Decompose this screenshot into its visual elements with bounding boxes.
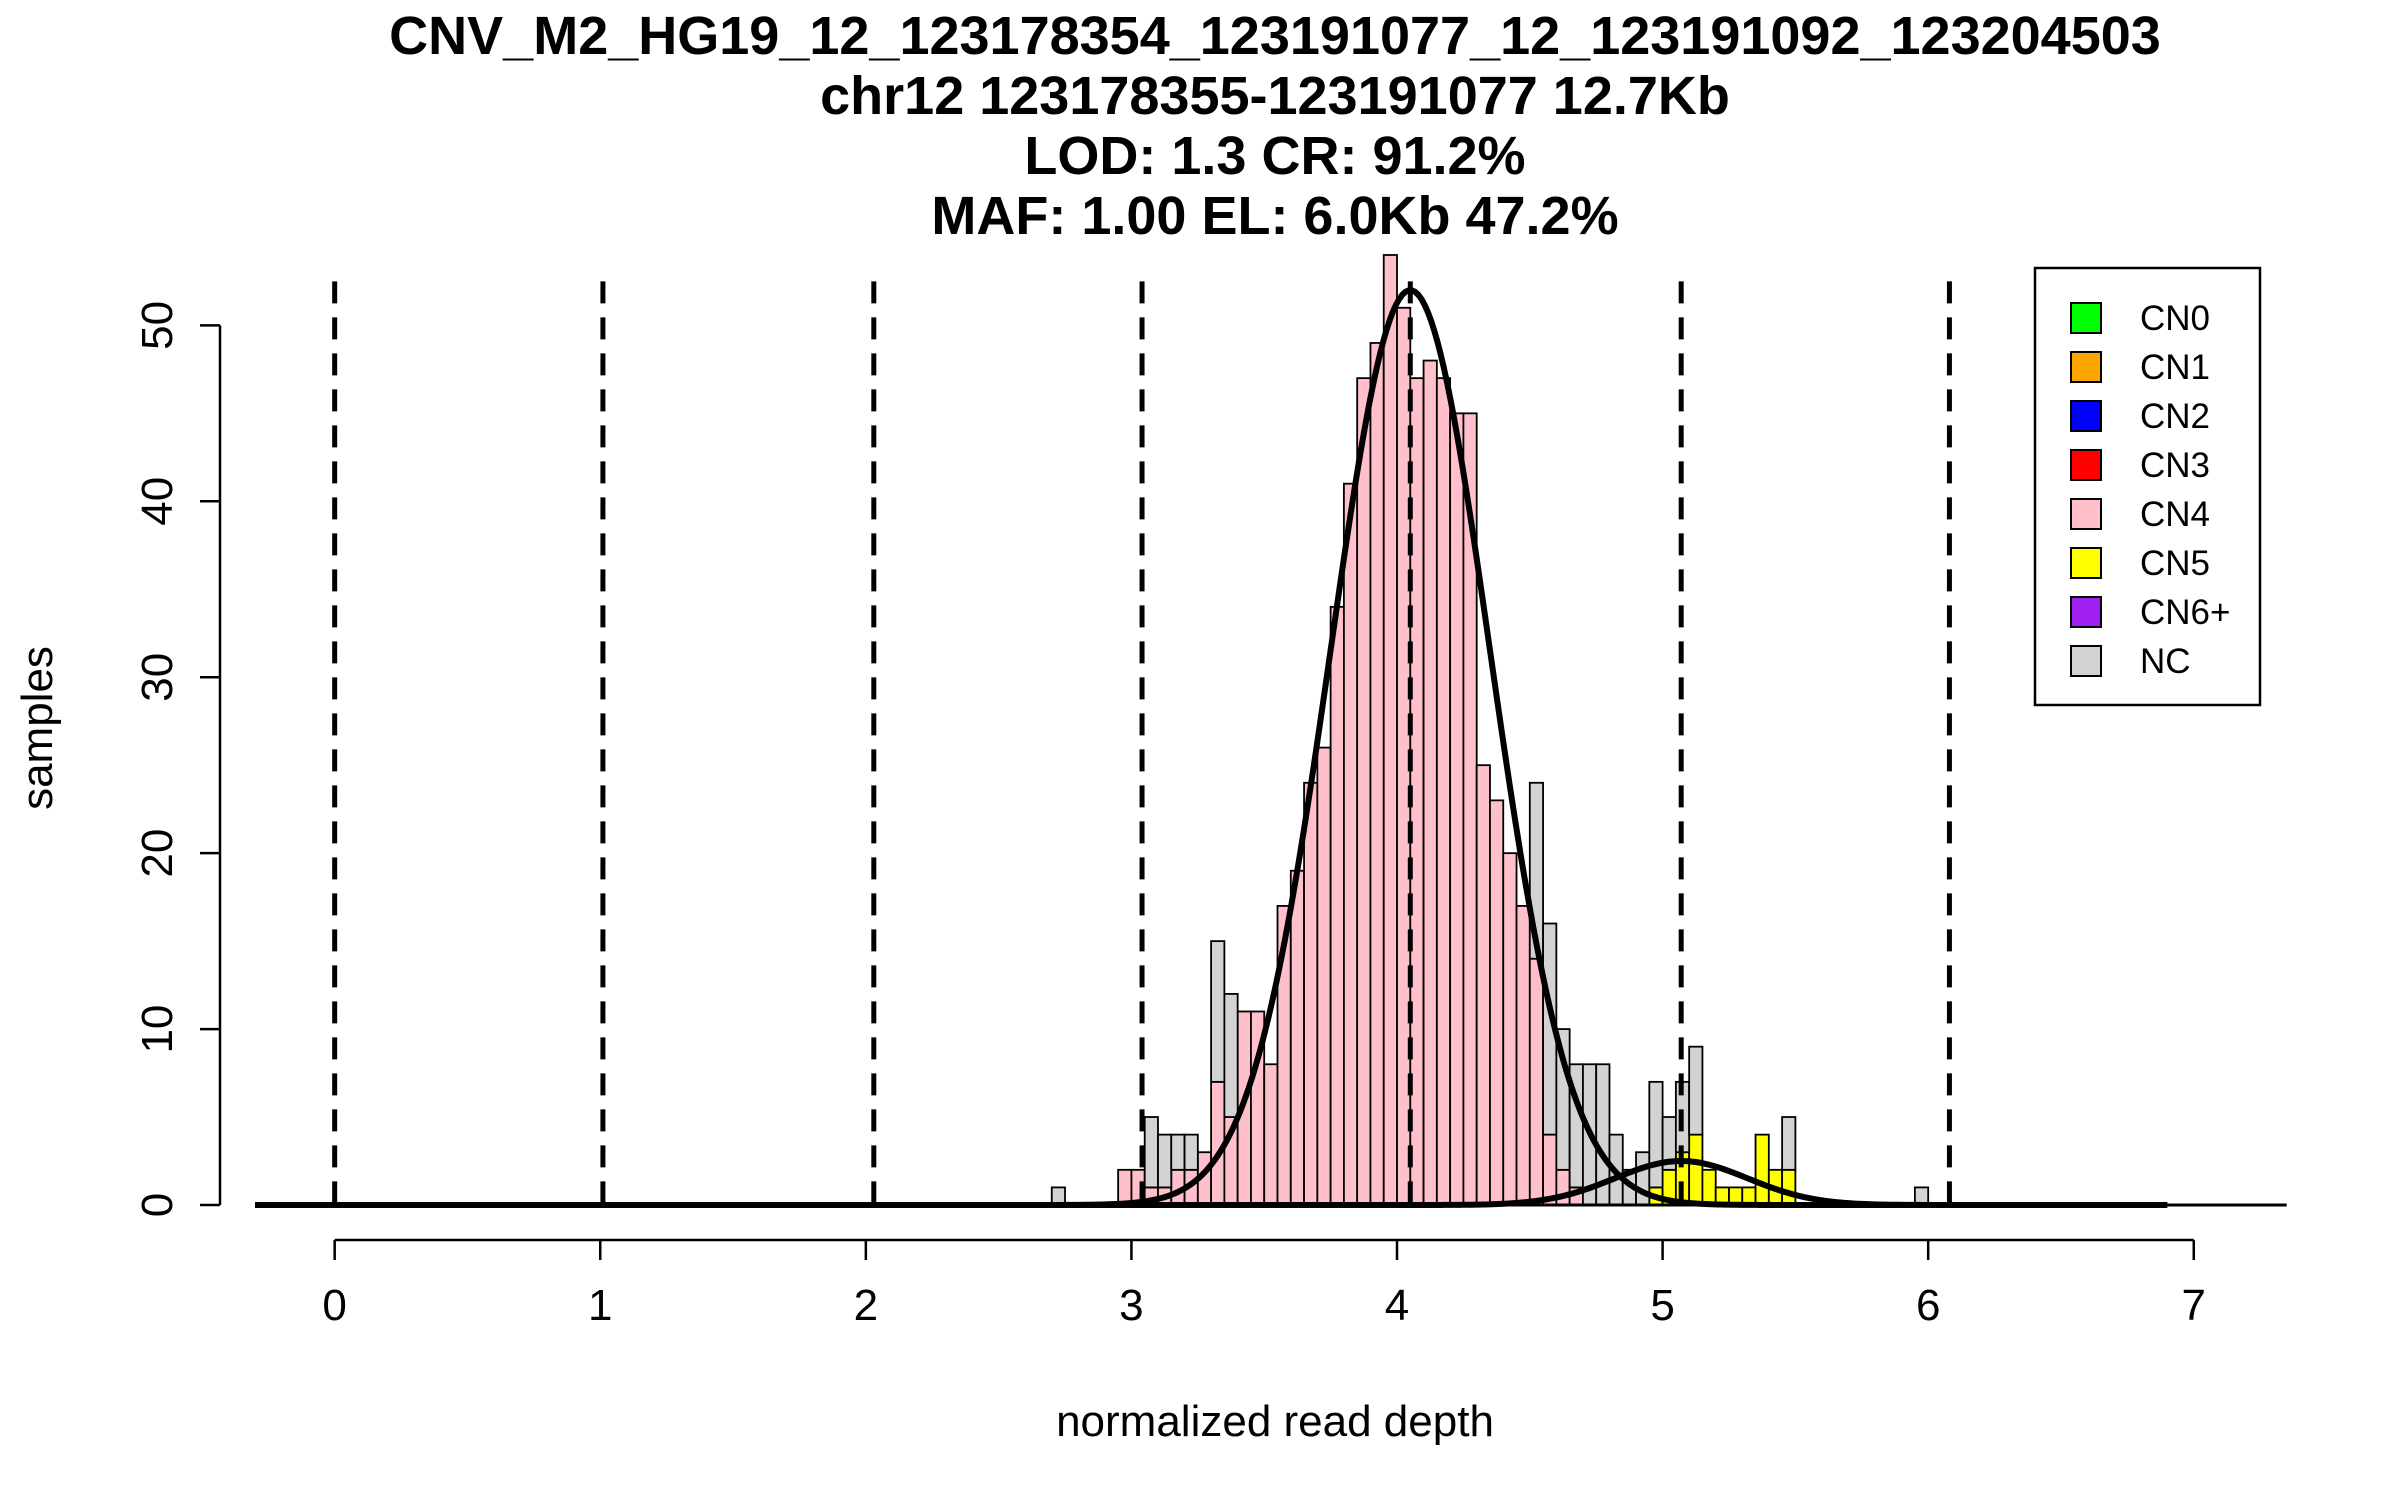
copy-number-thresholds [332,281,1952,1205]
y-axis-label: samples [13,646,62,810]
histogram-bar-cn4 [1289,869,1305,1206]
histogram-bar-cn4 [1475,764,1491,1206]
legend-swatch [2070,302,2102,334]
y-tick-label: 40 [133,477,182,526]
histogram-bar-cn4 [1316,746,1332,1206]
legend-label: CN5 [2140,544,2210,583]
histogram-bar-nc [1170,1133,1186,1171]
legend: CN0 CN1 CN2 CN3 CN4 CN5 CN6+ NC [2033,266,2262,707]
legend-items: CN0 CN1 CN2 CN3 CN4 CN5 CN6+ NC [2070,299,2230,681]
legend-swatch [2070,547,2102,579]
histogram-bar-nc [1157,1133,1173,1189]
x-axis: 0 1 2 3 4 5 6 7 [322,1238,2206,1330]
legend-box [2033,266,2262,707]
histogram-bars [255,254,2287,1207]
legend-swatch [2070,351,2102,383]
histogram-bar-cn5 [1754,1133,1770,1206]
y-axis: 0 10 20 30 40 50 [133,301,222,1217]
histogram-bar-cn4 [1542,1133,1558,1206]
title-line-2: chr12 123178355-123191077 12.7Kb [820,66,1730,126]
x-tick-label: 2 [854,1281,878,1330]
legend-swatch [2070,449,2102,481]
histogram-bar-cn4 [1422,359,1438,1206]
x-tick-label: 3 [1119,1281,1143,1330]
histogram-bar-cn4 [1303,781,1319,1206]
histogram-bar-cn5 [1688,1133,1704,1206]
histogram-bar-nc [1143,1116,1159,1189]
y-tick-label: 10 [133,1005,182,1054]
histogram-bar-cn4 [1117,1168,1133,1206]
x-tick-label: 1 [588,1281,612,1330]
legend-label: CN2 [2140,397,2210,436]
y-tick-label: 50 [133,301,182,350]
chart-title: CNV_M2_HG19_12_123178354_123191077_12_12… [389,6,2161,246]
title-line-4: MAF: 1.00 EL: 6.0Kb 47.2% [931,186,1618,246]
legend-label: CN4 [2140,495,2210,534]
x-tick-label: 6 [1916,1281,1940,1330]
gaussian-fit-curves [255,287,2168,1208]
histogram-bar-nc [1688,1045,1704,1136]
histogram-bar-nc [1781,1116,1797,1171]
legend-swatch [2070,400,2102,432]
histogram-bar-cn5 [1701,1168,1717,1206]
histogram-bar-cn4 [1263,1063,1279,1206]
legend-label: CN6+ [2140,593,2230,632]
x-tick-label: 7 [2182,1281,2206,1330]
histogram-bar-cn4 [1528,957,1544,1206]
histogram-bar-cn5 [1781,1168,1797,1206]
histogram-bar-nc [1648,1080,1664,1189]
legend-label: CN3 [2140,446,2210,485]
y-tick-label: 0 [133,1193,182,1217]
legend-swatch [2070,498,2102,530]
histogram-bar-cn4 [1356,377,1372,1206]
histogram-bar-cn4 [1342,482,1359,1206]
x-axis-label: normalized read depth [1056,1397,1494,1446]
legend-swatch [2070,596,2102,628]
histogram-bar-cn4 [1382,254,1398,1206]
title-line-1: CNV_M2_HG19_12_123178354_123191077_12_12… [389,6,2161,66]
title-line-3: LOD: 1.3 CR: 91.2% [1024,126,1525,186]
legend-label: CN0 [2140,299,2210,338]
histogram-bar-cn4 [1369,342,1385,1206]
histogram-bar-cn4 [1502,852,1518,1206]
legend-label: NC [2140,642,2191,681]
histogram-bar-cn4 [1515,905,1531,1206]
histogram-bar-cn4 [1435,377,1452,1206]
x-tick-label: 5 [1650,1281,1674,1330]
x-tick-label: 0 [322,1281,346,1330]
y-tick-label: 20 [133,829,182,878]
x-tick-label: 4 [1385,1281,1409,1330]
fit-curve [255,1158,2168,1208]
histogram-bar-nc [1183,1133,1199,1171]
y-tick-label: 30 [133,653,182,702]
legend-swatch [2070,645,2102,677]
histogram-bar-nc [1223,992,1239,1118]
legend-label: CN1 [2140,348,2210,387]
histogram-bar-cn4 [1449,412,1465,1206]
histogram-bar-cn4 [1329,605,1345,1206]
histogram-bar-nc [1210,940,1226,1083]
histogram-bar-cn4 [1489,799,1505,1206]
